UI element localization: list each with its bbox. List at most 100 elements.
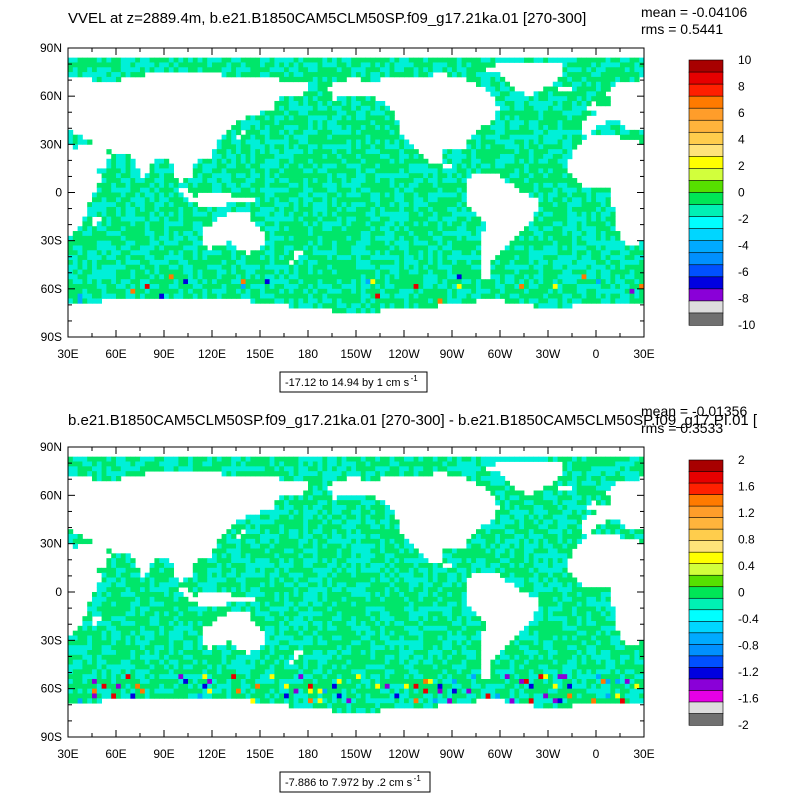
colorbar-swatch [688, 609, 724, 622]
x-tick-label: 150W [340, 347, 372, 361]
range-label-box [279, 371, 428, 393]
colorbar-swatch [688, 228, 724, 242]
x-tick-label: 60E [105, 747, 126, 761]
colorbar-swatch [688, 144, 724, 157]
colorbar-swatch [688, 701, 724, 715]
x-tick-label: 150W [340, 747, 372, 761]
colorbar-label: 0 [738, 586, 745, 600]
colorbar-swatch [688, 713, 724, 726]
colorbar-swatch [688, 597, 724, 611]
colorbar-swatch [688, 505, 724, 519]
colorbar-swatch [688, 119, 724, 133]
y-tick-label: 30N [40, 137, 62, 151]
x-tick-label: 150E [246, 347, 274, 361]
y-tick-label: 60N [40, 89, 62, 103]
colorbar-swatch [688, 168, 724, 182]
colorbar-swatch [688, 655, 724, 668]
colorbar-swatch [688, 252, 724, 266]
y-tick-label: 60N [40, 488, 62, 502]
stat-mean: mean = -0.04106 [641, 4, 747, 20]
y-tick-label: 60S [41, 282, 62, 296]
x-tick-label: 30W [536, 347, 561, 361]
colorbar: 10 8 6 4 2 0 -2 -4 -6 -8 -10 [688, 53, 756, 332]
colorbar-label: -0.8 [738, 639, 759, 653]
x-tick-label: 60E [105, 347, 126, 361]
panel-title: b.e21.B1850CAM5CLM50SP.f09_g17.21ka.01 [… [68, 412, 758, 429]
colorbar: 2 1.6 1.2 0.8 0.4 0 -0.4 -0.8 -1.2 -1.6 -2 [688, 453, 759, 732]
colorbar-swatch [688, 551, 724, 565]
x-tick-label: 90W [440, 347, 465, 361]
range-label-box [279, 771, 431, 793]
x-tick-label: 120E [198, 747, 226, 761]
colorbar-swatch [688, 95, 724, 109]
colorbar-swatch [688, 83, 724, 97]
colorbar-swatch [688, 156, 724, 170]
y-tick-label: 30S [41, 633, 62, 647]
x-tick-label: 0 [593, 347, 600, 361]
colorbar-swatch [688, 667, 724, 680]
colorbar-swatch [688, 632, 724, 645]
x-tick-label: 120E [198, 347, 226, 361]
colorbar-label: 6 [738, 106, 745, 120]
colorbar-label: 0 [738, 186, 745, 200]
panel-2: 30E 60E 90E 120E 150E 180 150W 120W 90W 60W 30W 0 30… [40, 403, 759, 793]
colorbar-swatch [688, 574, 724, 588]
colorbar-swatch [688, 192, 724, 206]
colorbar-swatch [688, 204, 724, 218]
y-tick-label: 90N [40, 440, 62, 454]
x-tick-label: 90W [440, 747, 465, 761]
colorbar-swatch [688, 528, 724, 542]
y-tick-label: 30N [40, 537, 62, 551]
colorbar-label: 0.8 [738, 533, 755, 547]
panel-1: 30E 60E 90E 120E 150E 180 150W 120W 90W 60W 30W 0 30… [40, 4, 756, 393]
x-tick-label: 60W [488, 747, 513, 761]
y-tick-label: 30S [41, 234, 62, 248]
colorbar-label: -0.4 [738, 612, 759, 626]
stat-mean: mean = -0.01356 [641, 403, 747, 419]
range-label: -7.886 to 7.972 by .2 cm s [285, 777, 413, 789]
x-tick-label: 30E [633, 747, 654, 761]
x-tick-label: 30E [57, 747, 78, 761]
x-tick-label: 120W [388, 747, 420, 761]
colorbar-swatch [688, 131, 724, 145]
colorbar-label: -6 [738, 265, 749, 279]
colorbar-swatch [688, 563, 724, 576]
range-label-unit-exponent: -1 [411, 374, 419, 383]
y-tick-label: 90N [40, 41, 62, 55]
colorbar-swatch [688, 644, 724, 657]
colorbar-label: 2 [738, 453, 745, 467]
colorbar-label: 2 [738, 159, 745, 173]
panel-title: VVEL at z=2889.4m, b.e21.B1850CAM5CLM50S… [68, 10, 586, 27]
colorbar-swatch [688, 264, 724, 278]
x-tick-label: 90E [153, 747, 174, 761]
colorbar-label: 10 [738, 53, 752, 67]
colorbar-label: 1.6 [738, 480, 755, 494]
x-tick-label: 30W [536, 747, 561, 761]
x-tick-label: 120W [388, 347, 420, 361]
colorbar-label: 1.2 [738, 506, 755, 520]
colorbar-label: -1.6 [738, 692, 759, 706]
colorbar-swatch [688, 690, 724, 703]
colorbar-swatch [688, 586, 724, 599]
colorbar-label: -2 [738, 718, 749, 732]
colorbar-swatch [688, 300, 724, 314]
colorbar-swatch [688, 517, 724, 530]
colorbar-swatch [688, 471, 724, 484]
colorbar-swatch [688, 107, 724, 121]
y-tick-label: 0 [55, 585, 62, 599]
colorbar-swatch [688, 459, 724, 473]
colorbar-label: -8 [738, 292, 749, 306]
x-tick-label: 180 [298, 347, 318, 361]
colorbar-label: -1.2 [738, 665, 759, 679]
x-tick-label: 30E [57, 347, 78, 361]
x-tick-label: 0 [593, 747, 600, 761]
x-tick-label: 90E [153, 347, 174, 361]
range-label: -17.12 to 14.94 by 1 cm s [285, 377, 410, 389]
stat-rms: rms = 0.3533 [641, 420, 723, 436]
panel-1-field [68, 57, 645, 314]
y-tick-label: 0 [55, 186, 62, 200]
colorbar-label: 8 [738, 80, 745, 94]
x-tick-label: 60W [488, 347, 513, 361]
colorbar-swatch [688, 276, 724, 290]
